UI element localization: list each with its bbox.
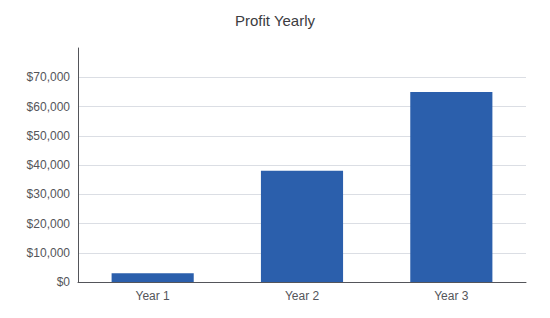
svg-text:Year 3: Year 3 xyxy=(434,289,469,303)
svg-text:Year 2: Year 2 xyxy=(285,289,320,303)
svg-text:$40,000: $40,000 xyxy=(27,158,71,172)
svg-text:$20,000: $20,000 xyxy=(27,217,71,231)
svg-text:Year 1: Year 1 xyxy=(136,289,171,303)
svg-text:$60,000: $60,000 xyxy=(27,100,71,114)
svg-text:$10,000: $10,000 xyxy=(27,246,71,260)
svg-text:$30,000: $30,000 xyxy=(27,187,71,201)
svg-text:Profit Yearly: Profit Yearly xyxy=(235,12,316,29)
svg-text:$70,000: $70,000 xyxy=(27,70,71,84)
svg-text:$0: $0 xyxy=(57,275,71,289)
svg-text:$50,000: $50,000 xyxy=(27,129,71,143)
